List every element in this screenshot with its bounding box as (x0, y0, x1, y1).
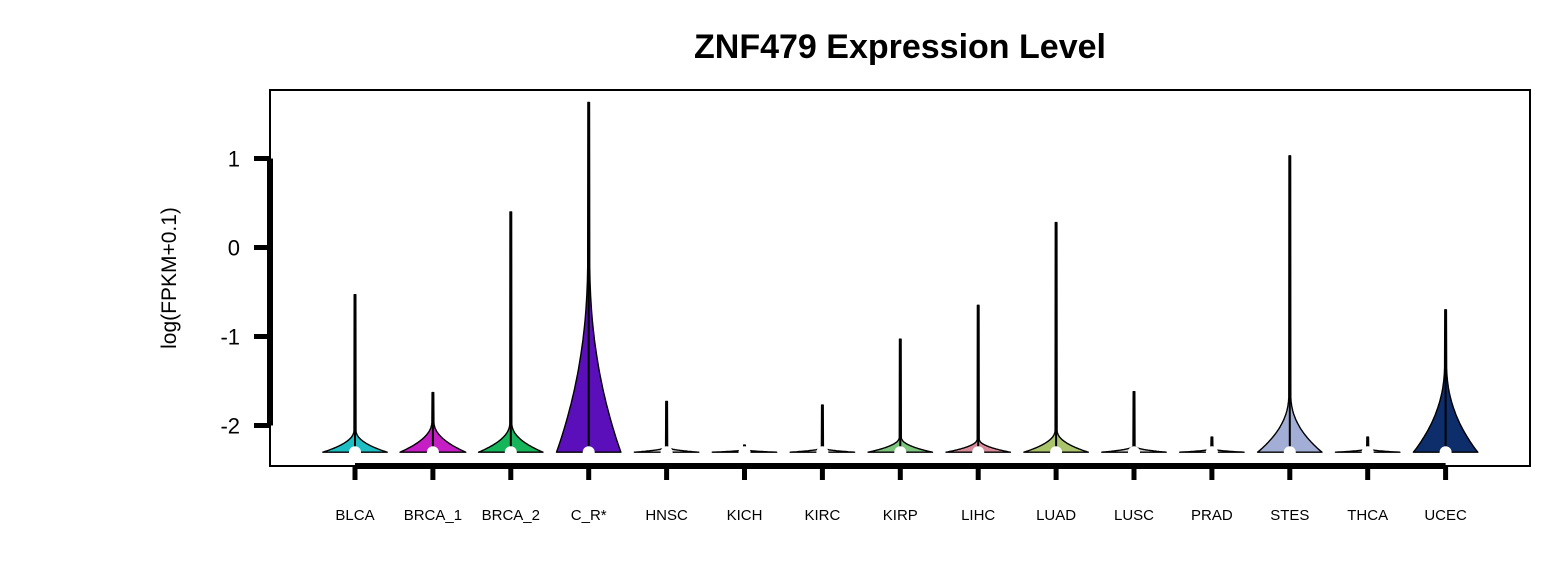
y-tick-label: 1 (228, 147, 240, 172)
x-tick-label: LUSC (1114, 507, 1154, 524)
median-point (660, 446, 673, 459)
x-tick-label: PRAD (1191, 507, 1233, 524)
violin (633, 400, 700, 459)
x-tick-label: LUAD (1036, 507, 1076, 524)
x-tick-label: LIHC (961, 507, 995, 524)
median-point (1205, 446, 1218, 459)
violin (867, 338, 934, 459)
x-tick-label: BRCA_2 (482, 507, 540, 524)
x-tick-label: C_R* (571, 507, 607, 524)
x-tick-label: BRCA_1 (404, 507, 462, 524)
median-point (349, 446, 361, 459)
y-tick-label: -2 (220, 414, 240, 439)
median-point (504, 446, 517, 459)
violin (322, 293, 388, 459)
violin (555, 101, 622, 459)
median-point (816, 446, 829, 459)
median-point (1128, 446, 1140, 459)
x-tick-label: THCA (1347, 507, 1388, 524)
violin (1179, 436, 1245, 459)
y-tick-label: -1 (220, 325, 240, 350)
violin (1412, 309, 1479, 459)
x-tick-label: UCEC (1424, 507, 1467, 524)
median-point (426, 446, 439, 459)
chart-title: ZNF479 Expression Level (694, 28, 1106, 66)
violin (789, 404, 856, 459)
x-tick-label: KIRC (804, 507, 840, 524)
median-point (1439, 446, 1452, 459)
median-point (582, 446, 595, 459)
median-point (738, 446, 751, 459)
violin (1334, 436, 1401, 459)
violin (477, 211, 544, 459)
y-axis: 1 0 -1 -2 (220, 147, 273, 439)
median-point (894, 446, 907, 459)
violin (1023, 221, 1089, 459)
x-axis: BLCA BRCA_1 BRCA_2 C_R* HNSC KICH KIRC KIRP LIHC… (335, 463, 1467, 524)
violin (711, 444, 778, 459)
y-axis-label: log(FPKM+0.1) (158, 207, 181, 349)
median-point (972, 446, 985, 459)
violin (399, 391, 467, 459)
median-point (1283, 446, 1296, 459)
x-tick-label: STES (1270, 507, 1309, 524)
violin (945, 304, 1012, 459)
violin (1256, 155, 1323, 459)
y-tick-label: 0 (228, 236, 240, 261)
x-tick-label: BLCA (335, 507, 374, 524)
violin (1101, 390, 1167, 459)
violins (322, 101, 1479, 459)
x-tick-label: KIRP (883, 507, 918, 524)
x-tick-label: HNSC (645, 507, 688, 524)
median-point (1361, 446, 1374, 459)
median-point (1050, 446, 1063, 459)
x-tick-label: KICH (727, 507, 763, 524)
